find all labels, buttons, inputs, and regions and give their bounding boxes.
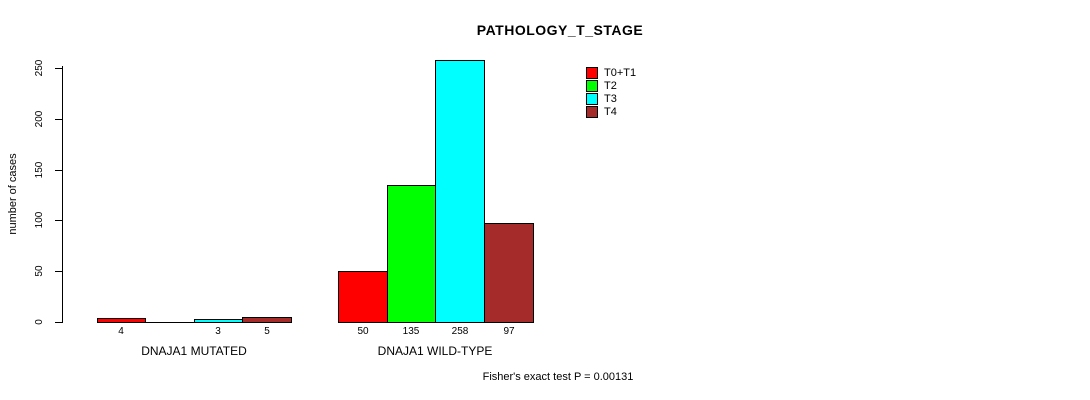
y-axis-line	[62, 66, 63, 323]
bar-t4	[242, 317, 292, 323]
bar-value-label: 50	[357, 326, 369, 337]
legend-label: T0+T1	[604, 67, 637, 79]
legend-swatch-t3	[586, 93, 598, 105]
y-tick-line	[55, 68, 62, 69]
y-tick-label: 50	[34, 265, 45, 277]
y-axis-label: number of cases	[7, 153, 19, 235]
bar-t3	[194, 319, 243, 323]
y-tick-label: 100	[34, 211, 45, 229]
bar-t4	[484, 223, 534, 323]
bar-value-label: 4	[118, 326, 124, 337]
legend-swatch-t0-t1	[586, 67, 598, 79]
y-tick-label: 150	[34, 161, 45, 179]
y-tick-line	[55, 119, 62, 120]
y-tick-label: 0	[34, 319, 45, 325]
bar-value-label: 3	[215, 326, 221, 337]
bar-value-label: 258	[451, 326, 469, 337]
y-tick-label: 200	[34, 110, 45, 128]
chart-title: PATHOLOGY_T_STAGE	[476, 22, 644, 38]
legend-label: T3	[604, 93, 617, 105]
group-label: DNAJA1 WILD-TYPE	[377, 344, 493, 358]
legend-label: T2	[604, 80, 617, 92]
bar-t2	[387, 185, 436, 323]
bar-t0-t1	[338, 271, 388, 323]
bar-t3	[435, 60, 485, 323]
group-label: DNAJA1 MUTATED	[141, 344, 247, 358]
bar-zero-t2	[145, 322, 195, 323]
legend-swatch-t4	[586, 106, 598, 118]
bar-t0-t1	[97, 318, 146, 323]
y-tick-line	[55, 271, 62, 272]
y-tick-line	[55, 322, 62, 323]
y-tick-label: 250	[34, 59, 45, 77]
bar-value-label: 135	[402, 326, 420, 337]
y-tick-line	[55, 220, 62, 221]
footnote: Fisher's exact test P = 0.00131	[482, 371, 634, 383]
y-tick-line	[55, 170, 62, 171]
bar-value-label: 5	[264, 326, 270, 337]
bar-value-label: 97	[503, 326, 515, 337]
legend-swatch-t2	[586, 80, 598, 92]
legend-label: T4	[604, 106, 617, 118]
